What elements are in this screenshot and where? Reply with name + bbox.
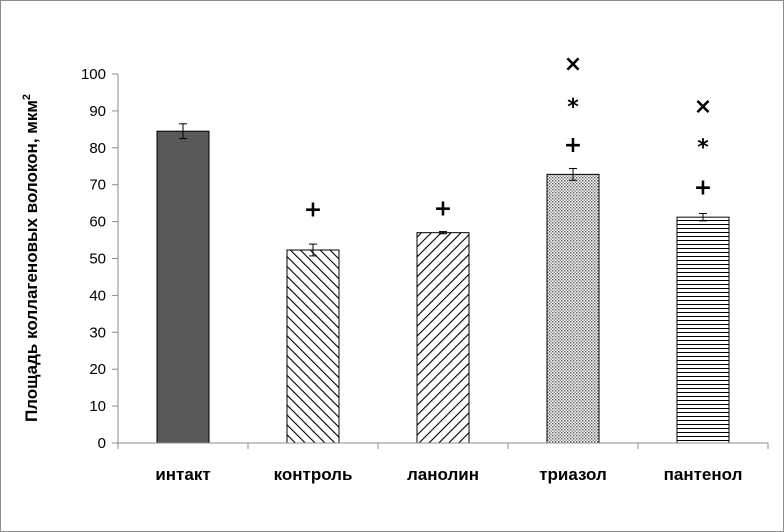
y-tick-label: 30	[89, 324, 106, 341]
y-axis-label-text: Площадь коллагеновых волокон, мкм	[22, 100, 41, 422]
bars	[156, 130, 730, 444]
y-tick-label: 60	[89, 214, 106, 231]
y-axis-label-sup: 2	[21, 94, 33, 100]
y-tick-label: 50	[89, 251, 106, 268]
bar-5	[676, 216, 730, 444]
x-tick-label: интакт	[155, 465, 210, 484]
error-bar-5	[699, 212, 707, 222]
x-axis: интакт контроль ланолин триазол пантенол	[117, 442, 769, 484]
significance-mark: +	[564, 133, 582, 158]
bar-2	[286, 249, 340, 444]
x-tick-label: пантенол	[664, 465, 743, 484]
significance-mark: +	[434, 197, 452, 222]
y-tick-label: 20	[89, 361, 106, 378]
bar-1	[156, 130, 210, 444]
y-axis-label: Площадь коллагеновых волокон, мкм2	[21, 94, 41, 422]
y-tick-label: 80	[89, 140, 106, 157]
error-bar-3	[439, 231, 447, 235]
significance-mark: ×	[694, 94, 712, 119]
y-axis: 0 10 20 30 40 50 60 70 80 90 100	[81, 66, 119, 452]
y-tick-label: 90	[89, 103, 106, 120]
significance-mark: +	[694, 176, 712, 201]
error-bar-1	[179, 123, 187, 140]
y-axis-title: Площадь коллагеновых волокон, мкм2	[21, 94, 41, 422]
significance-mark: *	[567, 95, 579, 120]
y-tick-label: 10	[89, 398, 106, 415]
y-tick-label: 40	[89, 287, 106, 304]
y-tick-label: 0	[98, 435, 106, 452]
significance-mark: +	[304, 198, 322, 223]
significance-mark: ×	[564, 52, 582, 77]
y-tick-label: 100	[81, 66, 106, 83]
error-bars	[179, 123, 707, 257]
x-tick-label: ланолин	[407, 465, 479, 484]
bar-4	[546, 173, 600, 444]
error-bar-2	[309, 243, 317, 257]
x-tick-label: триазол	[539, 465, 607, 484]
significance-marks: + + + * × + * ×	[304, 52, 712, 223]
significance-mark: *	[697, 135, 709, 160]
x-tick-label: контроль	[274, 465, 353, 484]
bar-3	[416, 232, 470, 444]
y-tick-label: 70	[89, 177, 106, 194]
error-bar-4	[569, 167, 577, 181]
